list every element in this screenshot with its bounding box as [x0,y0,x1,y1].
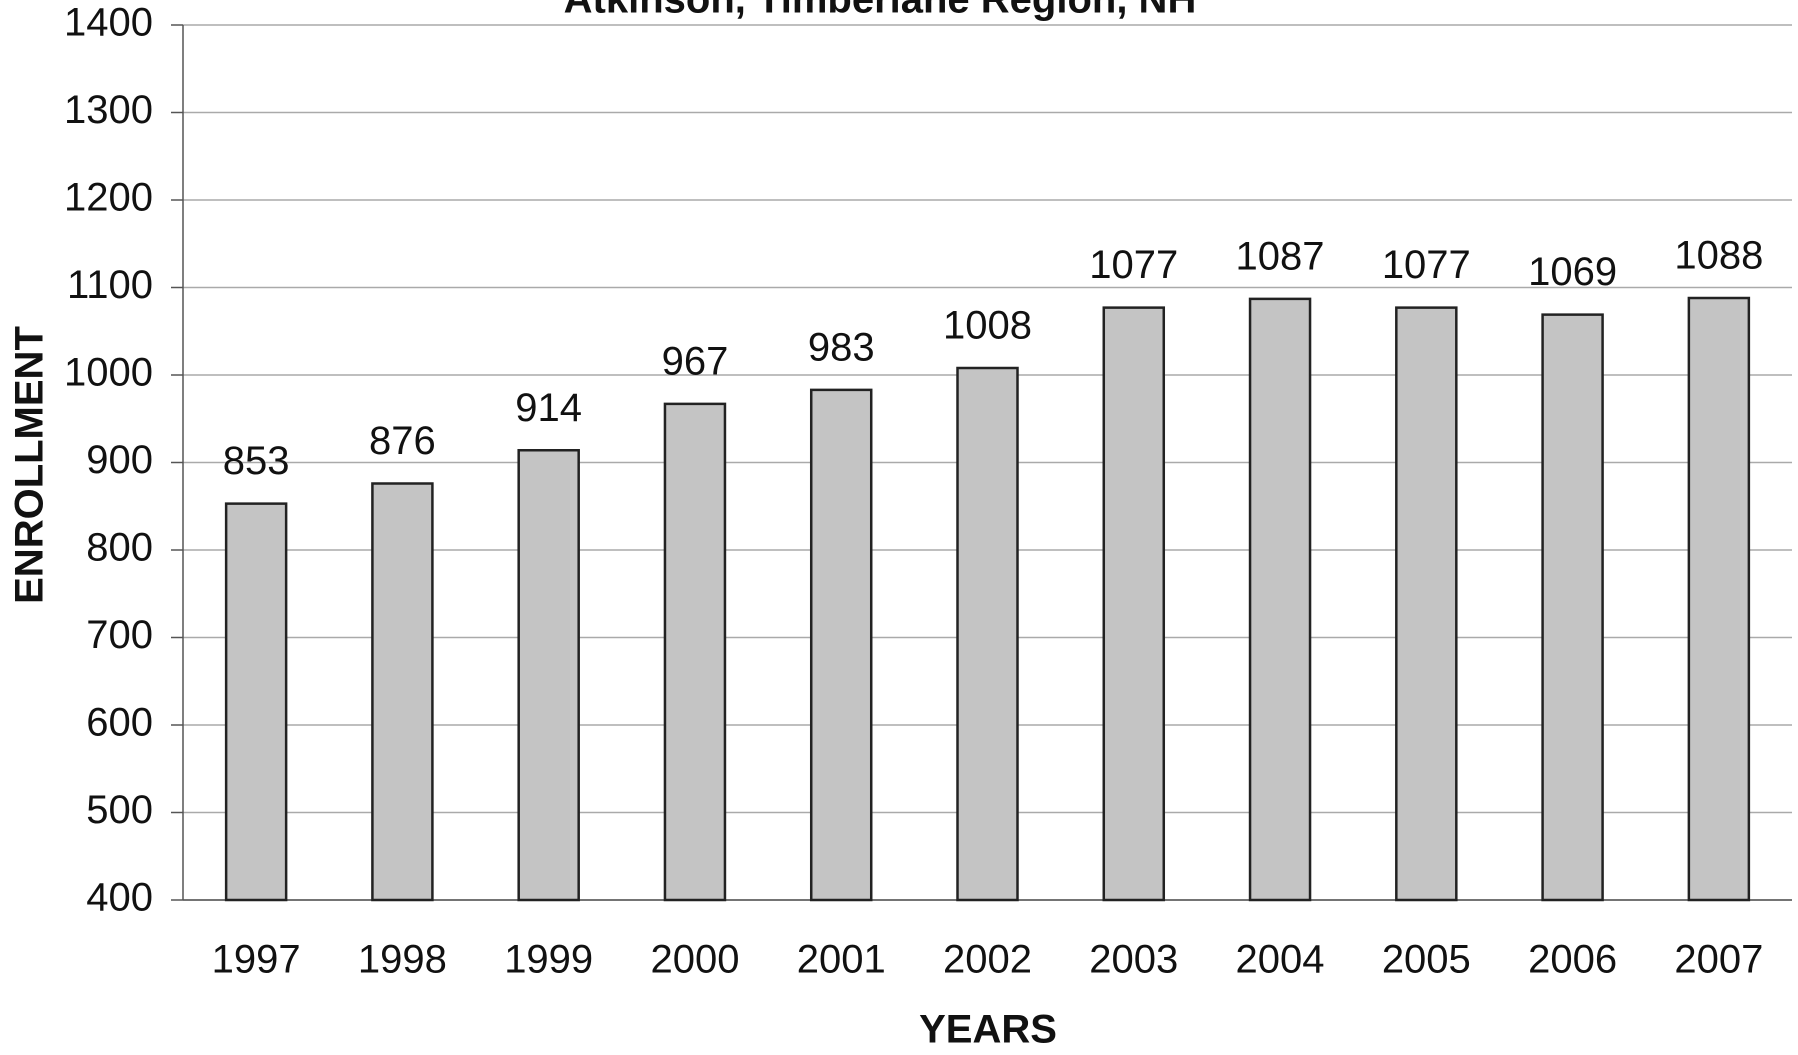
x-tick-label: 2004 [1236,938,1325,982]
bar [1541,313,1604,902]
bar [371,482,434,902]
bar [1395,306,1458,902]
x-tick-label: 2005 [1382,938,1471,982]
data-label: 914 [515,386,582,430]
y-tick-label: 500 [86,788,153,832]
y-tick-label: 1100 [67,263,153,307]
bar [224,502,288,902]
x-tick-label: 2001 [797,938,886,982]
y-axis-title: ENROLLMENT [8,326,52,604]
data-label: 967 [662,339,729,383]
x-axis-title: YEARS [919,1008,1057,1052]
bar [1687,296,1751,902]
x-tick-label: 2000 [650,938,739,982]
chart-title: Atkinson, Timberlane Region, NH [564,0,1197,22]
data-label: 1069 [1528,250,1617,294]
y-tick-label: 1400 [64,1,153,45]
y-tick-label: 1000 [64,351,153,395]
data-label: 853 [223,439,290,483]
x-tick-label: 2003 [1089,938,1178,982]
x-tick-label: 1999 [504,938,593,982]
y-tick-label: 1200 [64,176,153,220]
x-tick-label: 2006 [1528,938,1617,982]
bar [663,402,727,902]
bar [517,449,580,902]
bar [1248,297,1312,902]
bar [809,388,873,902]
data-label: 1008 [943,304,1032,348]
bar [1102,306,1166,902]
bar [956,366,1019,902]
data-label: 983 [808,325,875,369]
data-label: 1077 [1382,243,1471,287]
y-tick-label: 800 [86,526,153,570]
x-tick-label: 1998 [358,938,447,982]
data-label: 1087 [1236,234,1325,278]
y-tick-label: 600 [86,701,153,745]
data-label: 1077 [1089,243,1178,287]
x-tick-label: 1997 [212,938,301,982]
y-tick-label: 700 [86,613,153,657]
y-tick-label: 1300 [64,88,153,132]
data-label: 876 [369,419,436,463]
x-tick-label: 2002 [943,938,1032,982]
data-label: 1088 [1674,234,1763,278]
y-tick-label: 900 [86,438,153,482]
x-tick-label: 2007 [1674,938,1763,982]
y-tick-label: 400 [86,876,153,920]
